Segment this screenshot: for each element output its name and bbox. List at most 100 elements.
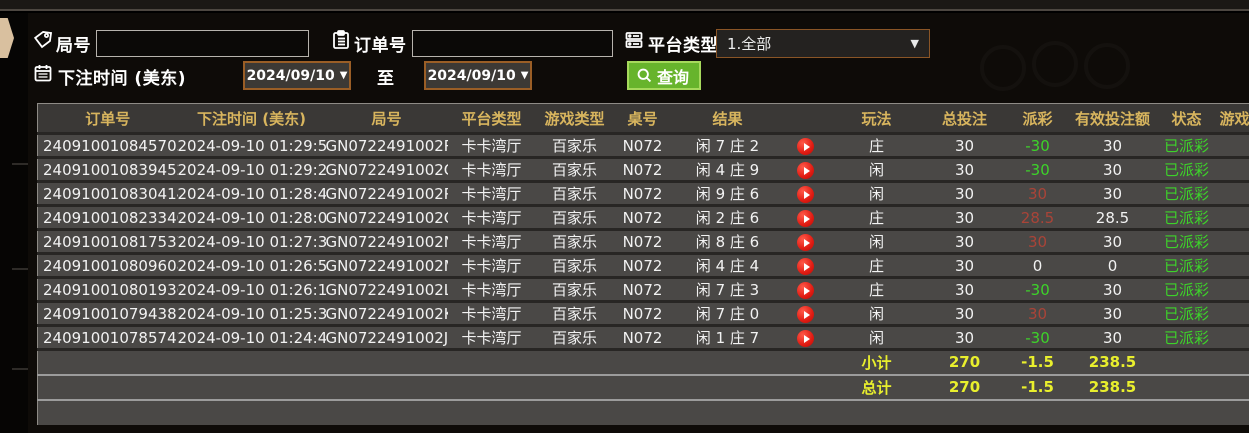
cell-platform: 卡卡湾厅 bbox=[447, 325, 536, 350]
query-button[interactable]: 查询 bbox=[627, 61, 702, 90]
cell-bet-time: 2024-09-10 01:29:27 bbox=[177, 157, 326, 182]
col-game-id: 局号 bbox=[325, 103, 448, 134]
window-top-strip bbox=[0, 0, 1249, 11]
cell-valid-bet: 28.5 bbox=[1071, 205, 1154, 230]
cell-status: 已派彩 bbox=[1153, 133, 1220, 158]
cell-bet-time: 2024-09-10 01:24:47 bbox=[177, 325, 326, 350]
table-row: 240910010823340 2024-09-10 01:28:06 GN07… bbox=[37, 205, 1249, 230]
cell-bet-time: 2024-09-10 01:28:06 bbox=[177, 205, 326, 230]
cell-game-type: 百家乐 bbox=[535, 325, 614, 350]
cell-bet-time: 2024-09-10 01:26:12 bbox=[177, 277, 326, 302]
results-table-container: 订单号 下注时间 (美东) 局号 平台类型 游戏类型 桌号 结果 玩法 总投注 … bbox=[37, 103, 1249, 433]
col-valid-bet: 有效投注额 bbox=[1071, 103, 1154, 134]
cell-play-type: 闲 bbox=[827, 229, 926, 254]
date-from-picker[interactable]: 2024/09/10 ▼ bbox=[243, 61, 351, 90]
background-watermark bbox=[980, 45, 1026, 91]
subtotal-payout: -1.5 bbox=[1003, 349, 1072, 375]
col-platform: 平台类型 bbox=[447, 103, 536, 134]
cell-result: 闲 7 庄 0 bbox=[671, 301, 784, 326]
background-watermark bbox=[1032, 41, 1078, 87]
cell-result: 闲 4 庄 9 bbox=[671, 157, 784, 182]
play-video-button[interactable] bbox=[797, 233, 814, 251]
play-video-button[interactable] bbox=[797, 257, 814, 275]
cell-play-type: 闲 bbox=[827, 325, 926, 350]
cell-game-detail bbox=[1219, 157, 1249, 182]
play-video-button[interactable] bbox=[797, 137, 814, 155]
date-from-value: 2024/09/10 bbox=[246, 67, 335, 84]
cell-valid-bet: 30 bbox=[1071, 181, 1154, 206]
cell-game-type: 百家乐 bbox=[535, 181, 614, 206]
cell-total-bet: 30 bbox=[925, 301, 1004, 326]
cell-game-detail bbox=[1219, 253, 1249, 278]
chevron-down-icon: ▼ bbox=[910, 37, 919, 50]
cell-video bbox=[783, 253, 828, 278]
cell-video bbox=[783, 229, 828, 254]
cell-status: 已派彩 bbox=[1153, 181, 1220, 206]
table-row: 240910010817537 2024-09-10 01:27:32 GN07… bbox=[37, 229, 1249, 254]
cell-total-bet: 30 bbox=[925, 253, 1004, 278]
rail-divider bbox=[12, 268, 28, 270]
cell-game-detail bbox=[1219, 205, 1249, 230]
col-video bbox=[783, 103, 828, 134]
grand-total-valid-bet: 238.5 bbox=[1071, 374, 1154, 400]
cell-order-id: 240910010839452 bbox=[37, 157, 178, 182]
cell-payout: 28.5 bbox=[1003, 205, 1072, 230]
grand-total-payout: -1.5 bbox=[1003, 374, 1072, 400]
platform-type-select[interactable]: 1.全部 ▼ bbox=[716, 29, 930, 58]
col-game-detail: 游戏详情 bbox=[1219, 103, 1249, 134]
grand-total-row: 总计 270 -1.5 238.5 bbox=[37, 374, 1249, 400]
cell-table-no: N072 bbox=[613, 229, 672, 254]
cell-table-no: N072 bbox=[613, 253, 672, 278]
rail-divider bbox=[12, 163, 28, 165]
cell-total-bet: 30 bbox=[925, 325, 1004, 350]
play-video-button[interactable] bbox=[797, 185, 814, 203]
cell-game-detail bbox=[1219, 133, 1249, 158]
cell-bet-time: 2024-09-10 01:25:33 bbox=[177, 301, 326, 326]
play-video-button[interactable] bbox=[797, 161, 814, 179]
cell-play-type: 闲 bbox=[827, 181, 926, 206]
cell-bet-time: 2024-09-10 01:29:58 bbox=[177, 133, 326, 158]
cell-payout: 0 bbox=[1003, 253, 1072, 278]
play-video-button[interactable] bbox=[797, 209, 814, 227]
order-no-input[interactable] bbox=[412, 30, 613, 57]
date-to-picker[interactable]: 2024/09/10 ▼ bbox=[424, 61, 532, 90]
cell-total-bet: 30 bbox=[925, 157, 1004, 182]
cell-video bbox=[783, 181, 828, 206]
cell-game-type: 百家乐 bbox=[535, 277, 614, 302]
cell-game-id: GN0722491002O bbox=[325, 205, 448, 230]
cell-valid-bet: 30 bbox=[1071, 277, 1154, 302]
cell-video bbox=[783, 205, 828, 230]
cell-play-type: 闲 bbox=[827, 157, 926, 182]
cell-payout: -30 bbox=[1003, 157, 1072, 182]
table-body: 240910010845703 2024-09-10 01:29:58 GN07… bbox=[37, 133, 1249, 350]
cell-status: 已派彩 bbox=[1153, 229, 1220, 254]
tag-icon bbox=[33, 30, 53, 49]
cell-result: 闲 1 庄 7 bbox=[671, 325, 784, 350]
cell-game-type: 百家乐 bbox=[535, 133, 614, 158]
game-no-input[interactable] bbox=[96, 30, 309, 57]
col-total-bet: 总投注 bbox=[925, 103, 1004, 134]
list-icon bbox=[625, 32, 643, 48]
cell-status: 已派彩 bbox=[1153, 157, 1220, 182]
clipboard-icon bbox=[333, 30, 349, 49]
grand-total-label: 总计 bbox=[827, 374, 926, 400]
grand-total-total-bet: 270 bbox=[925, 374, 1004, 400]
play-video-button[interactable] bbox=[797, 281, 814, 299]
table-row: 240910010794381 2024-09-10 01:25:33 GN07… bbox=[37, 301, 1249, 326]
cell-valid-bet: 30 bbox=[1071, 133, 1154, 158]
cell-payout: 30 bbox=[1003, 229, 1072, 254]
cell-play-type: 庄 bbox=[827, 133, 926, 158]
play-video-button[interactable] bbox=[797, 329, 814, 347]
cell-order-id: 240910010817537 bbox=[37, 229, 178, 254]
cell-result: 闲 2 庄 6 bbox=[671, 205, 784, 230]
cell-game-type: 百家乐 bbox=[535, 157, 614, 182]
cell-table-no: N072 bbox=[613, 133, 672, 158]
side-ribbon-arrow bbox=[0, 18, 14, 58]
col-result: 结果 bbox=[671, 103, 784, 134]
col-payout: 派彩 bbox=[1003, 103, 1072, 134]
play-video-button[interactable] bbox=[797, 305, 814, 323]
results-table: 订单号 下注时间 (美东) 局号 平台类型 游戏类型 桌号 结果 玩法 总投注 … bbox=[37, 103, 1249, 425]
col-play-type: 玩法 bbox=[827, 103, 926, 134]
cell-status: 已派彩 bbox=[1153, 277, 1220, 302]
cell-game-id: GN0722491002N bbox=[325, 229, 448, 254]
